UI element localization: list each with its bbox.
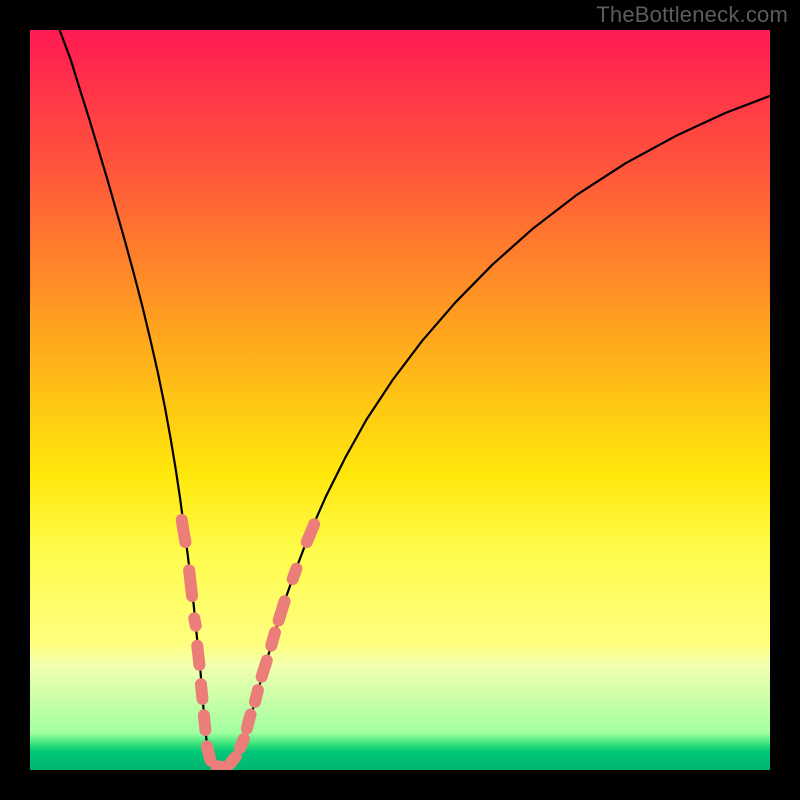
marker-pill-14 (279, 601, 285, 620)
marker-pill-2 (194, 618, 195, 625)
chart-background (30, 30, 770, 770)
marker-pill-0 (182, 520, 186, 542)
marker-pill-9 (240, 739, 244, 748)
marker-pill-1 (189, 570, 192, 596)
watermark-text: TheBottleneck.com (596, 2, 788, 28)
chart-plot-area (30, 30, 770, 770)
marker-pill-11 (255, 690, 258, 702)
marker-pill-13 (271, 632, 275, 645)
marker-pill-15 (293, 569, 297, 579)
marker-pill-4 (201, 684, 202, 699)
marker-pill-16 (307, 524, 314, 542)
chart-svg (30, 30, 770, 770)
marker-pill-3 (197, 646, 199, 665)
marker-pill-10 (247, 715, 251, 729)
marker-pill-5 (204, 715, 205, 730)
marker-pill-8 (230, 757, 236, 764)
marker-pill-12 (262, 660, 267, 676)
marker-pill-7 (216, 766, 223, 767)
marker-pill-6 (207, 746, 211, 760)
